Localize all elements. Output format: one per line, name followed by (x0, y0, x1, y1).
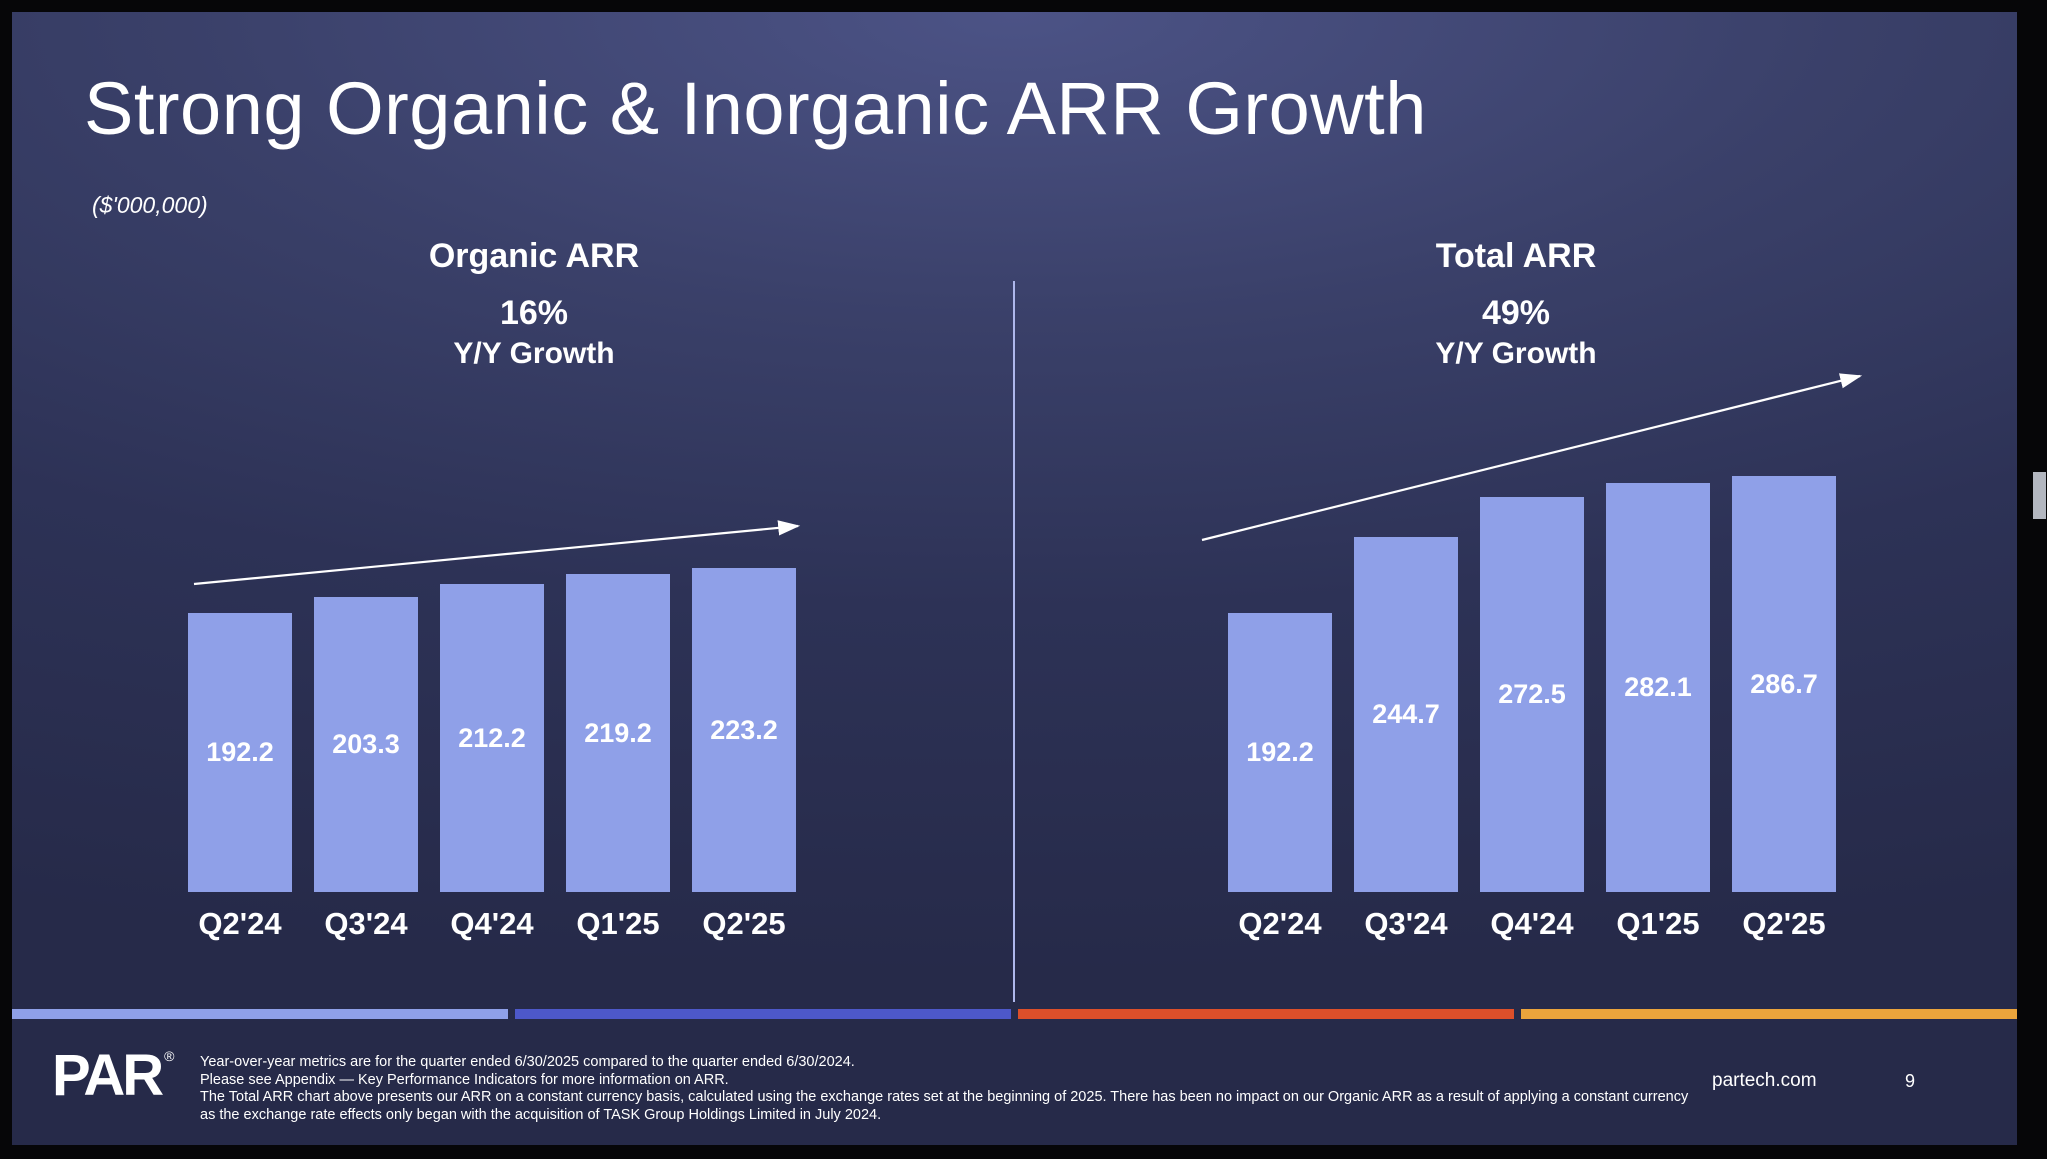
total-arr-chart: 192.2 244.7 272.5 282.1 286.7 Q2'24 Q3'24 Q4'24… (1228, 472, 1836, 942)
category-labels-row: Q2'24 Q3'24 Q4'24 Q1'25 Q2'25 (188, 906, 796, 942)
bar-Q224: 192.2 (1228, 613, 1332, 892)
accent-stripe-segment-1 (12, 1009, 508, 1019)
category-labels-row: Q2'24 Q3'24 Q4'24 Q1'25 Q2'25 (1228, 906, 1836, 942)
growth-pct-total: 49% (1481, 294, 1551, 332)
footnote-line: Please see Appendix — Key Performance In… (200, 1071, 729, 1088)
category-label: Q2'25 (702, 906, 786, 941)
bar-value-label: 212.2 (458, 722, 526, 753)
bar-Q125: 282.1 (1606, 483, 1710, 892)
bar-value-label: 219.2 (584, 717, 652, 748)
bar-Q324: 244.7 (1354, 537, 1458, 892)
bar-value-label: 282.1 (1624, 672, 1692, 702)
bar-value-label: 244.7 (1372, 699, 1440, 729)
bar-Q224: 192.2 (188, 613, 292, 892)
footnote-line: Year-over-year metrics are for the quart… (200, 1054, 855, 1070)
bar-value-label: 192.2 (206, 737, 274, 767)
bars-row: 192.2 244.7 272.5 282.1 286.7 (1228, 472, 1836, 892)
category-label: Q3'24 (324, 906, 408, 941)
page-number: 9 (1905, 1071, 1916, 1091)
accent-stripe (12, 1009, 2017, 1019)
bar-Q424: 212.2 (440, 584, 544, 892)
category-label: Q3'24 (1364, 906, 1448, 941)
growth-caption-total: Y/Y Growth (1435, 337, 1597, 370)
growth-pct-organic: 16% (499, 294, 569, 332)
chart-title-organic: Organic ARR (428, 237, 640, 275)
organic-arr-header: Organic ARR 16% Y/Y Growth (184, 234, 884, 374)
accent-stripe-segment-3 (1018, 1009, 1514, 1019)
total-arr-header: Total ARR 49% Y/Y Growth (1166, 234, 1866, 374)
footnotes: Year-over-year metrics are for the quart… (200, 1054, 1700, 1124)
scrollbar-thumb[interactable] (2033, 472, 2046, 519)
bar-value-label: 286.7 (1750, 668, 1818, 699)
chart-divider (1013, 281, 1015, 1002)
accent-stripe-segment-4 (1521, 1009, 2017, 1019)
registered-mark: ® (164, 1048, 175, 1064)
bar-value-label: 192.2 (1246, 737, 1314, 767)
chart-title-total: Total ARR (1435, 237, 1597, 275)
bar-Q125: 219.2 (566, 574, 670, 892)
bar-value-label: 223.2 (710, 714, 778, 745)
bar-Q324: 203.3 (314, 597, 418, 892)
category-label: Q1'25 (1616, 906, 1700, 941)
organic-arr-chart: 192.2 203.3 212.2 219.2 223.2 Q2'24 Q3'24 Q4'24… (188, 472, 796, 942)
par-logo: PAR ® (52, 1042, 174, 1109)
bar-value-label: 272.5 (1498, 679, 1566, 709)
accent-stripe-segment-2 (515, 1009, 1011, 1019)
website-text: partech.com (1712, 1070, 1817, 1091)
slide: Strong Organic & Inorganic ARR Growth ($… (12, 12, 2017, 1145)
bar-Q424: 272.5 (1480, 497, 1584, 892)
growth-caption-organic: Y/Y Growth (453, 337, 615, 370)
category-label: Q1'25 (576, 906, 660, 941)
bar-Q225: 286.7 (1732, 476, 1836, 892)
footnote-line: as the exchange rate effects only began … (200, 1106, 882, 1123)
bar-value-label: 203.3 (332, 729, 400, 759)
category-label: Q2'25 (1742, 906, 1826, 941)
bar-Q225: 223.2 (692, 568, 796, 892)
slide-title: Strong Organic & Inorganic ARR Growth (84, 67, 1427, 150)
category-label: Q4'24 (450, 906, 534, 941)
category-label: Q4'24 (1490, 906, 1574, 941)
bars-row: 192.2 203.3 212.2 219.2 223.2 (188, 472, 796, 892)
footnote-line: The Total ARR chart above presents our A… (200, 1089, 1689, 1105)
category-label: Q2'24 (1238, 906, 1322, 941)
category-label: Q2'24 (198, 906, 282, 941)
units-note: ($'000,000) (92, 192, 208, 218)
par-logo-text: PAR (52, 1043, 164, 1108)
